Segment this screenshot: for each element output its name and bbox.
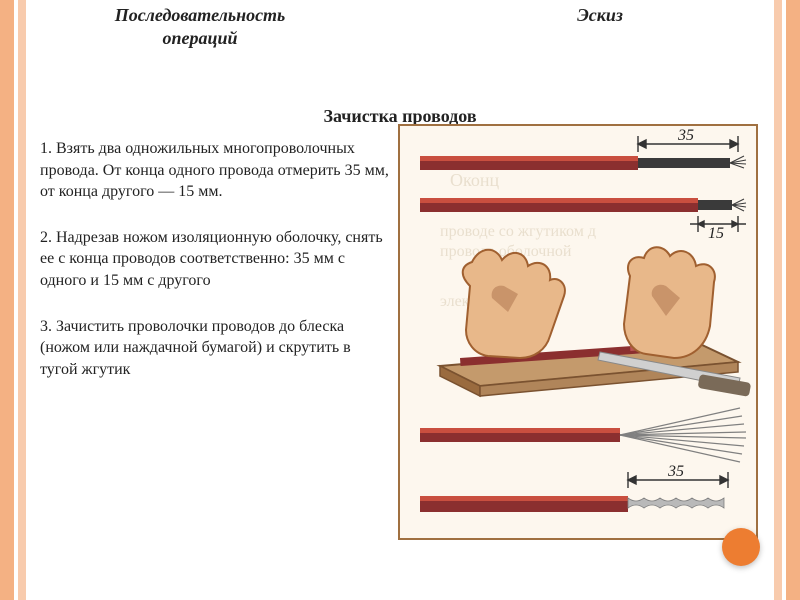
left-hand-icon bbox=[463, 250, 565, 358]
steps-text-column: 1. Взять два одножильных многопроволочны… bbox=[40, 138, 390, 580]
decor-stripe-left-outer bbox=[0, 0, 14, 600]
header-col1-line2: операций bbox=[162, 28, 237, 48]
svg-text:проводе со жгутиком д: проводе со жгутиком д bbox=[440, 223, 596, 240]
illustration-column: Оконц проводе со жгутиком д провода обол… bbox=[390, 138, 760, 580]
next-slide-button[interactable] bbox=[722, 528, 760, 566]
decor-stripe-left-inner bbox=[18, 0, 26, 600]
step-3-text: 3. Зачистить проволочки проводов до блес… bbox=[40, 316, 390, 381]
header-col-operations: Последовательность операций bbox=[40, 4, 360, 51]
right-hand-icon bbox=[624, 247, 715, 358]
dim-15-label: 15 bbox=[708, 225, 724, 242]
wire-illustration-svg: Оконц проводе со жгутиком д провода обол… bbox=[400, 126, 756, 538]
step-1-text: 1. Взять два одножильных многопроволочны… bbox=[40, 138, 390, 203]
decor-stripe-right-inner bbox=[774, 0, 782, 600]
illustration-frame: Оконц проводе со жгутиком д провода обол… bbox=[398, 124, 758, 540]
dim-35-label: 35 bbox=[677, 127, 694, 144]
content-body: 1. Взять два одножильных многопроволочны… bbox=[40, 138, 760, 580]
header-col-sketch: Эскиз bbox=[440, 4, 760, 51]
dim-35b-label: 35 bbox=[667, 463, 684, 480]
svg-text:Оконц: Оконц bbox=[450, 170, 499, 190]
decor-stripe-right-outer bbox=[786, 0, 800, 600]
header-col1-line1: Последовательность bbox=[115, 5, 286, 25]
slide-page: Последовательность операций Эскиз Зачист… bbox=[0, 0, 800, 600]
step-2-text: 2. Надрезав ножом изоляционную оболочку,… bbox=[40, 227, 390, 292]
table-header: Последовательность операций Эскиз bbox=[40, 4, 760, 51]
